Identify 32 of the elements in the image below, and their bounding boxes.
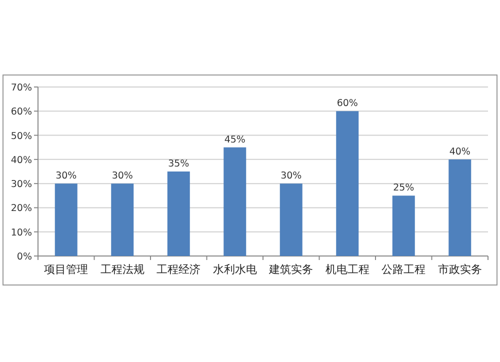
data-label: 25% (393, 182, 414, 194)
data-label: 30% (280, 170, 302, 182)
x-tick-label: 机电工程 (325, 263, 370, 276)
bar (448, 159, 472, 256)
y-tick-label: 60% (10, 106, 32, 118)
x-tick-label: 水利水电 (212, 263, 257, 276)
y-tick-label: 70% (10, 82, 32, 94)
data-label: 35% (168, 158, 190, 170)
data-label: 45% (224, 134, 246, 146)
bar (280, 184, 302, 256)
y-tick-label: 40% (10, 154, 32, 166)
bar (336, 111, 359, 256)
bar (111, 184, 134, 256)
bar (167, 172, 190, 256)
y-tick-label: 0% (16, 252, 32, 262)
x-tick-label: 工程经济 (156, 263, 201, 276)
y-tick-label: 30% (10, 179, 32, 190)
x-tick-label: 公路工程 (382, 263, 426, 276)
y-tick-label: 20% (10, 203, 32, 214)
data-label: 60% (336, 98, 358, 110)
bar (392, 196, 415, 256)
y-tick-label: 50% (10, 130, 32, 142)
data-label: 30% (56, 170, 77, 182)
y-tick-label: 10% (10, 227, 32, 238)
bar (54, 184, 78, 256)
x-tick-label: 建筑实务 (268, 263, 314, 276)
x-tick-label: 工程法规 (100, 263, 144, 276)
x-tick-label: 市政实务 (438, 263, 482, 276)
data-label: 40% (449, 146, 470, 158)
x-tick-label: 项目管理 (44, 263, 88, 276)
data-label: 30% (112, 170, 133, 182)
bar (224, 147, 246, 256)
